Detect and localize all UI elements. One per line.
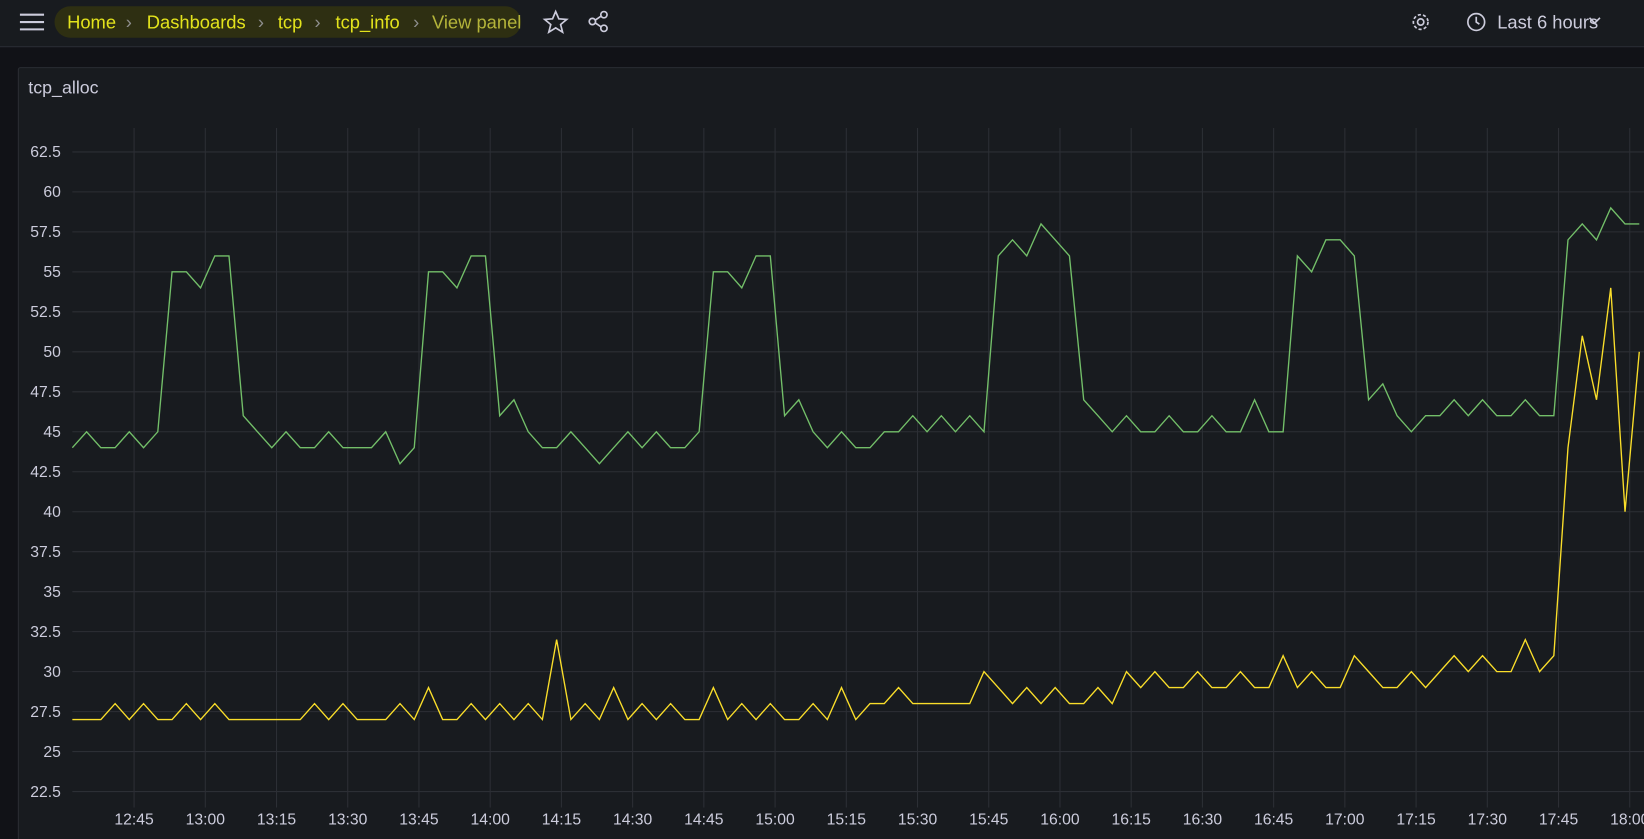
panel-title: tcp_alloc	[28, 77, 98, 98]
settings-button[interactable]	[1412, 13, 1429, 31]
x-tick-label: 18:00	[1610, 811, 1644, 828]
breadcrumb[interactable]: Home	[67, 11, 116, 32]
y-tick-label: 30	[43, 664, 61, 681]
star-button[interactable]	[542, 9, 569, 35]
breadcrumb[interactable]: tcp_info	[336, 11, 400, 33]
x-tick-label: 16:30	[1183, 811, 1223, 828]
time-range-picker[interactable]: Last 6 hours	[1497, 11, 1598, 32]
y-tick-label: 52.5	[30, 304, 61, 321]
x-tick-label: 17:00	[1325, 811, 1365, 828]
y-tick-label: 37.5	[30, 544, 61, 561]
breadcrumb[interactable]: tcp	[278, 11, 302, 32]
x-tick-label: 14:45	[684, 811, 724, 828]
dropdown-caret	[1588, 17, 1601, 25]
y-tick-label: 32.5	[30, 624, 61, 641]
x-tick-label: 15:45	[969, 811, 1009, 828]
clock-icon	[1467, 12, 1486, 32]
x-tick-label: 16:00	[1040, 811, 1080, 828]
x-tick-label: 15:15	[827, 811, 867, 828]
highlight	[54, 6, 522, 38]
y-tick-label: 50	[43, 344, 61, 361]
x-tick-label: 14:30	[613, 811, 653, 828]
separator: ›	[126, 11, 132, 32]
x-tick-label: 16:45	[1254, 811, 1294, 828]
y-tick-label: 47.5	[30, 384, 61, 401]
share-button[interactable]	[588, 10, 608, 33]
menu-button[interactable]	[19, 13, 45, 31]
y-tick-label: 25	[43, 744, 61, 761]
x-tick-label: 14:00	[471, 811, 511, 828]
y-tick-label: 55	[43, 264, 61, 281]
plot: 22.5 25 27.5 30 32.5 35 37.5 40 42.5 45 47.5 50 52.5…	[30, 127, 1644, 828]
y-tick-label: 62.5	[30, 144, 61, 161]
y-tick-label: 22.5	[30, 784, 61, 801]
breadcrumb[interactable]: Dashboards	[147, 11, 246, 32]
x-tick-label: 12:45	[114, 811, 154, 828]
y-tick-label: 40	[43, 504, 61, 521]
x-tick-label: 13:45	[399, 811, 439, 828]
breadcrumb-current: View panel	[432, 11, 521, 32]
x-tick-label: 15:30	[898, 811, 938, 828]
panel	[17, 67, 1644, 839]
separator: ›	[315, 11, 321, 32]
series-line	[71, 206, 1640, 465]
x-tick-label: 15:00	[755, 811, 795, 828]
x-tick-label: 13:15	[257, 811, 297, 828]
y-tick-label: 42.5	[30, 464, 61, 481]
x-tick-label: 14:15	[542, 811, 582, 828]
x-tick-label: 16:15	[1112, 811, 1152, 828]
y-tick-label: 60	[43, 184, 61, 201]
x-tick-label: 17:30	[1468, 811, 1508, 828]
y-tick-label: 27.5	[30, 704, 61, 721]
x-tick-label: 13:00	[186, 811, 226, 828]
separator: ›	[413, 11, 419, 32]
x-tick-label: 17:15	[1396, 811, 1436, 828]
y-tick-label: 35	[43, 584, 61, 601]
y-tick-label: 45	[43, 424, 61, 441]
x-tick-label: 17:45	[1539, 811, 1579, 828]
y-tick-label: 57.5	[30, 224, 61, 241]
separator: ›	[258, 11, 264, 32]
series-line	[72, 287, 1640, 722]
x-tick-label: 13:30	[328, 811, 368, 828]
